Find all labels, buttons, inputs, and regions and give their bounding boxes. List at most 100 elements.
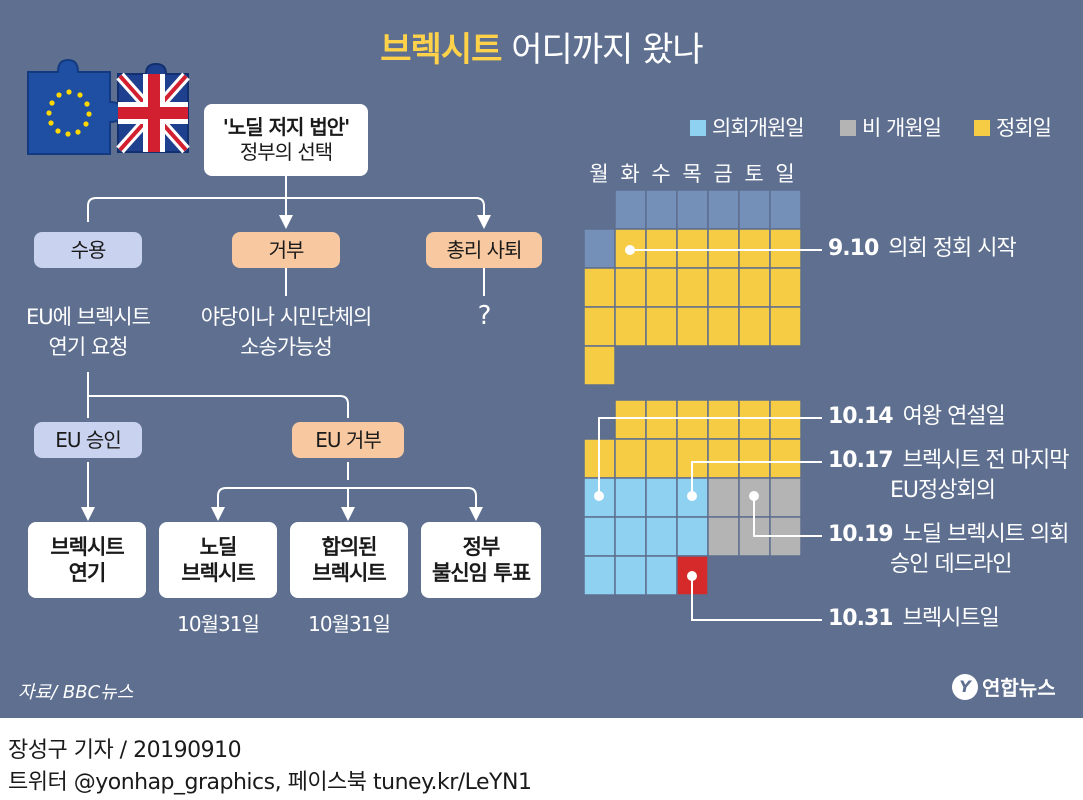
eu-approve-pill: EU 승인: [34, 422, 142, 458]
sep-day-cell-prorogued: [738, 228, 771, 269]
sep-day-cell-prorogued: [738, 306, 771, 347]
annotation-1014-text: 여왕 연설일: [902, 404, 1006, 429]
oct-day-cell-open: [676, 516, 709, 557]
oct-day-cell-closed: [769, 477, 802, 518]
top-decision-line1: '노딜 저지 법안': [222, 115, 351, 139]
option-resign-desc-line1: ?: [477, 301, 492, 331]
oct-day-cell-open: [614, 477, 647, 518]
outcome-deal-line1: 합의된: [321, 534, 378, 559]
option-accept-desc: EU에 브렉시트 연기 요청: [0, 302, 176, 363]
sep-day-cell-prorogued: [645, 306, 678, 347]
legend-closed-swatch: [840, 120, 856, 136]
sep-day-cell-prorogued: [769, 267, 802, 308]
oct-day-cell-open: [645, 555, 678, 596]
annotation-1031: 10.31 브렉시트일: [828, 604, 1000, 634]
legend-open-label: 의회개원일: [712, 116, 805, 140]
outcome-nodeal-date: 10월31일: [177, 612, 260, 636]
sep-day-cell-prorogued: [769, 228, 802, 269]
top-decision-box: '노딜 저지 법안' 정부의 선택: [204, 104, 368, 176]
annotation-1019-date: 10.19: [828, 522, 894, 547]
title-bold: 브렉시트: [380, 30, 502, 70]
eu-uk-puzzle-icon: [27, 58, 190, 155]
oct-day-cell-prorogued: [738, 399, 771, 440]
weekday-sun: 일: [775, 162, 795, 186]
sep-day-cell-prorogued: [707, 267, 740, 308]
oct-day-cell-open: [583, 516, 616, 557]
sep-day-cell-prorogued: [583, 306, 616, 347]
oct-day-cell-prorogued: [614, 399, 647, 440]
oct-day-cell-open: [583, 555, 616, 596]
annotation-0910: 9.10 의회 정회 시작: [828, 234, 1017, 264]
option-reject-pill: 거부: [232, 232, 340, 268]
annotation-1017-text: 브렉시트 전 마지막: [902, 448, 1070, 473]
october-calendar: [583, 399, 802, 596]
sep-day-cell-prorogued: [614, 306, 647, 347]
outcome-box-deal: 합의된 브렉시트: [290, 522, 408, 598]
oct-day-cell-open: [645, 516, 678, 557]
yonhap-logo-text: 연합뉴스: [982, 676, 1056, 700]
oct-day-cell-closed: [707, 477, 740, 518]
source-credit: 자료/ BBC뉴스: [18, 682, 134, 703]
oct-day-cell-prorogued: [614, 438, 647, 479]
annotation-1014-date: 10.14: [828, 404, 894, 429]
legend-closed-label: 비 개원일: [862, 116, 942, 140]
yonhap-logo: Y 연합뉴스: [952, 672, 1056, 701]
sep-day-cell-prorogued: [583, 345, 616, 386]
oct-day-cell-prorogued: [645, 438, 678, 479]
outcome-nodeal-line2: 브렉시트: [181, 561, 255, 585]
weekday-tue: 화: [620, 162, 640, 186]
sep-day-cell-prorogued: [738, 267, 771, 308]
infographic-canvas: 브렉시트 어디까지 왔나: [0, 0, 1083, 718]
annotation-leaders: [594, 245, 822, 621]
sep-day-cell-past: [707, 189, 740, 230]
option-resign-pill: 총리 사퇴: [426, 232, 542, 268]
page-title: 브렉시트 어디까지 왔나: [0, 22, 1083, 71]
sep-day-cell-past: [769, 189, 802, 230]
union-jack-piece: [116, 62, 190, 154]
outcome-delay-line2: 연기: [68, 561, 107, 585]
sep-day-cell-past: [583, 228, 616, 269]
sep-day-cell-past: [645, 189, 678, 230]
oct-day-cell-prorogued: [769, 438, 802, 479]
oct-day-cell-open: [614, 555, 647, 596]
sep-day-cell-prorogued: [645, 228, 678, 269]
oct-day-cell-prorogued: [645, 399, 678, 440]
annotation-1017-date: 10.17: [828, 448, 894, 473]
option-accept-pill: 수용: [34, 232, 142, 268]
sep-day-cell-past: [676, 189, 709, 230]
outcome-noconfidence-line1: 정부: [462, 534, 501, 559]
sep-day-cell-prorogued: [614, 267, 647, 308]
sep-day-cell-prorogued: [676, 228, 709, 269]
sep-day-cell-prorogued: [676, 267, 709, 308]
annotation-1019: 10.19 노딜 브렉시트 의회 승인 데드라인: [828, 520, 1070, 579]
sep-day-cell-prorogued: [707, 228, 740, 269]
september-calendar: [583, 189, 802, 386]
legend-prorogued-swatch: [974, 120, 990, 136]
eu-reject-pill: EU 거부: [292, 422, 404, 458]
weekday-thu: 목: [682, 162, 702, 186]
title-rest: 어디까지 왔나: [511, 30, 703, 70]
weekday-wed: 수: [651, 162, 671, 186]
annotation-0910-text: 의회 정회 시작: [888, 236, 1016, 261]
oct-day-cell-prorogued: [738, 438, 771, 479]
annotation-0910-date: 9.10: [828, 236, 879, 261]
option-reject-desc-line2: 소송가능성: [240, 335, 333, 360]
weekday-sat: 토: [744, 162, 764, 186]
outcome-deal-date: 10월31일: [308, 612, 391, 636]
annotation-1031-date: 10.31: [828, 606, 894, 631]
annotation-1019-text2: 승인 데드라인: [890, 551, 1012, 577]
outcome-noconfidence-line2: 불신임 투표: [432, 561, 531, 585]
legend-open-swatch: [690, 120, 706, 136]
option-reject-desc: 야당이나 시민단체의 소송가능성: [176, 302, 396, 363]
sep-day-cell-prorogued: [769, 306, 802, 347]
sep-day-cell-prorogued: [583, 267, 616, 308]
footer-social: 트위터 @yonhap_graphics, 페이스북 tuney.kr/LeYN…: [8, 770, 532, 795]
option-resign-desc: ?: [444, 298, 524, 336]
oct-day-cell-prorogued: [707, 399, 740, 440]
footer-byline: 장성구 기자 / 20190910: [8, 738, 242, 763]
annotation-1017: 10.17 브렉시트 전 마지막 EU정상회의: [828, 446, 1070, 505]
oct-day-cell-open: [645, 477, 678, 518]
calendar-graphic: [583, 189, 822, 621]
tree-connectors: [81, 176, 491, 521]
oct-day-cell-prorogued: [707, 438, 740, 479]
